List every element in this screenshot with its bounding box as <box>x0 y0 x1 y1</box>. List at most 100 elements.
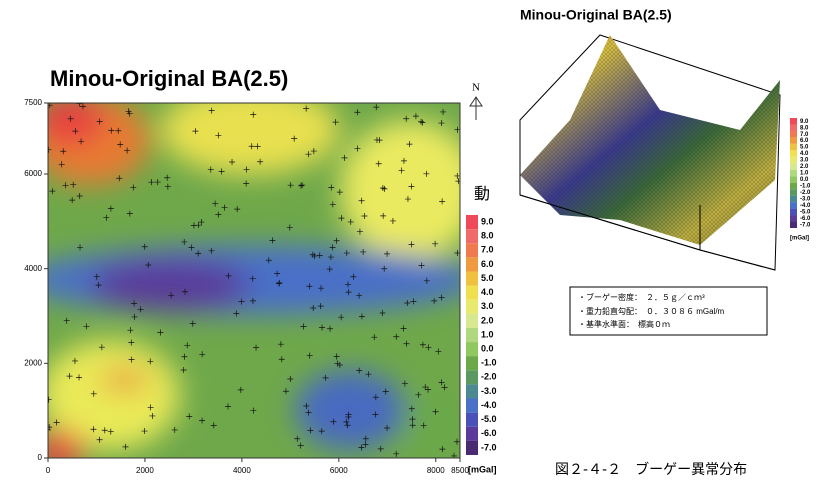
x-tick-label: 6000 <box>330 466 348 475</box>
station <box>69 197 76 204</box>
station <box>382 388 389 395</box>
y-tick-label: 6000 <box>24 169 42 178</box>
station <box>265 257 272 264</box>
station <box>343 418 350 425</box>
station <box>354 109 361 116</box>
station <box>184 342 191 349</box>
station <box>181 353 188 360</box>
info-line: ・基準水準面： 標高０ｍ <box>578 319 670 329</box>
station <box>379 310 386 317</box>
station <box>318 428 325 435</box>
colorbar-swatch <box>466 370 478 385</box>
colorbar-label: -7.0 <box>481 442 497 452</box>
station <box>412 113 419 120</box>
colorbar-swatch <box>790 124 797 131</box>
station <box>333 353 340 360</box>
colorbar-swatch <box>790 156 797 164</box>
colorbar-label: -5.0 <box>800 209 811 215</box>
x-tick-label: 0 <box>46 466 51 475</box>
colorbar-label: 8.0 <box>481 231 494 241</box>
station <box>147 358 154 365</box>
station <box>124 147 131 154</box>
station <box>131 313 138 320</box>
station <box>188 244 195 251</box>
station <box>287 182 294 189</box>
station <box>98 344 105 351</box>
colorbar-label: -4.0 <box>481 400 497 410</box>
station <box>249 297 256 304</box>
colorbar-swatch <box>466 285 478 300</box>
station <box>418 262 425 269</box>
colorbar-label: 9.0 <box>481 216 494 226</box>
station <box>53 419 60 426</box>
station <box>215 132 222 139</box>
station <box>365 371 372 378</box>
station <box>234 206 241 213</box>
station <box>305 151 312 158</box>
station <box>356 228 363 235</box>
station <box>192 128 199 135</box>
station <box>212 200 219 207</box>
colorbar-label: 3.0 <box>481 301 494 311</box>
station <box>425 344 432 351</box>
colorbar-swatch <box>466 299 478 314</box>
station <box>76 193 83 199</box>
colorbar-label: 9.0 <box>800 119 809 125</box>
station <box>76 103 83 107</box>
colorbar-swatch <box>790 130 797 138</box>
station <box>362 435 369 442</box>
station <box>410 298 417 305</box>
station <box>181 238 188 245</box>
station <box>344 281 351 288</box>
station <box>347 218 354 225</box>
station <box>376 137 383 144</box>
station <box>127 327 134 334</box>
station <box>345 413 352 420</box>
colorbar-swatch <box>466 342 478 357</box>
station <box>431 297 438 304</box>
station <box>208 247 215 254</box>
caption: 図２-４-２ ブーゲー異常分布 <box>555 461 747 478</box>
colorbar-swatch <box>466 243 478 258</box>
station <box>343 250 350 257</box>
north-label: N <box>472 82 480 94</box>
view3d-title: Minou-Original BA(2.5) <box>520 7 672 23</box>
station <box>83 323 90 330</box>
station <box>377 445 384 452</box>
station <box>180 366 187 373</box>
station <box>441 384 448 391</box>
station <box>137 306 144 313</box>
station <box>328 184 335 191</box>
station <box>117 141 124 148</box>
station <box>95 282 102 289</box>
colorbar-label: 5.0 <box>800 145 809 151</box>
station <box>403 115 410 122</box>
colorbar-swatch <box>790 189 797 196</box>
station <box>336 189 343 196</box>
station <box>96 436 103 443</box>
station <box>384 424 391 431</box>
x-tick-label: 8500 <box>451 466 469 475</box>
station <box>356 367 363 374</box>
station <box>409 416 416 423</box>
station <box>336 362 343 369</box>
station <box>358 444 365 451</box>
station <box>182 288 189 295</box>
station <box>319 324 326 331</box>
colorbar-label: 7.0 <box>481 245 494 255</box>
colorbar-label: 5.0 <box>481 273 494 283</box>
station <box>63 317 70 324</box>
station <box>408 183 415 190</box>
colorbar-swatch <box>466 257 478 272</box>
station <box>291 135 298 142</box>
station <box>126 210 133 217</box>
station <box>329 244 336 251</box>
colorbar-label: 6.0 <box>481 259 494 269</box>
station <box>48 424 53 431</box>
station <box>419 119 426 126</box>
station <box>278 356 285 363</box>
colorbar-swatch <box>790 118 797 125</box>
station <box>168 292 175 299</box>
station <box>250 407 257 414</box>
station <box>307 427 314 434</box>
